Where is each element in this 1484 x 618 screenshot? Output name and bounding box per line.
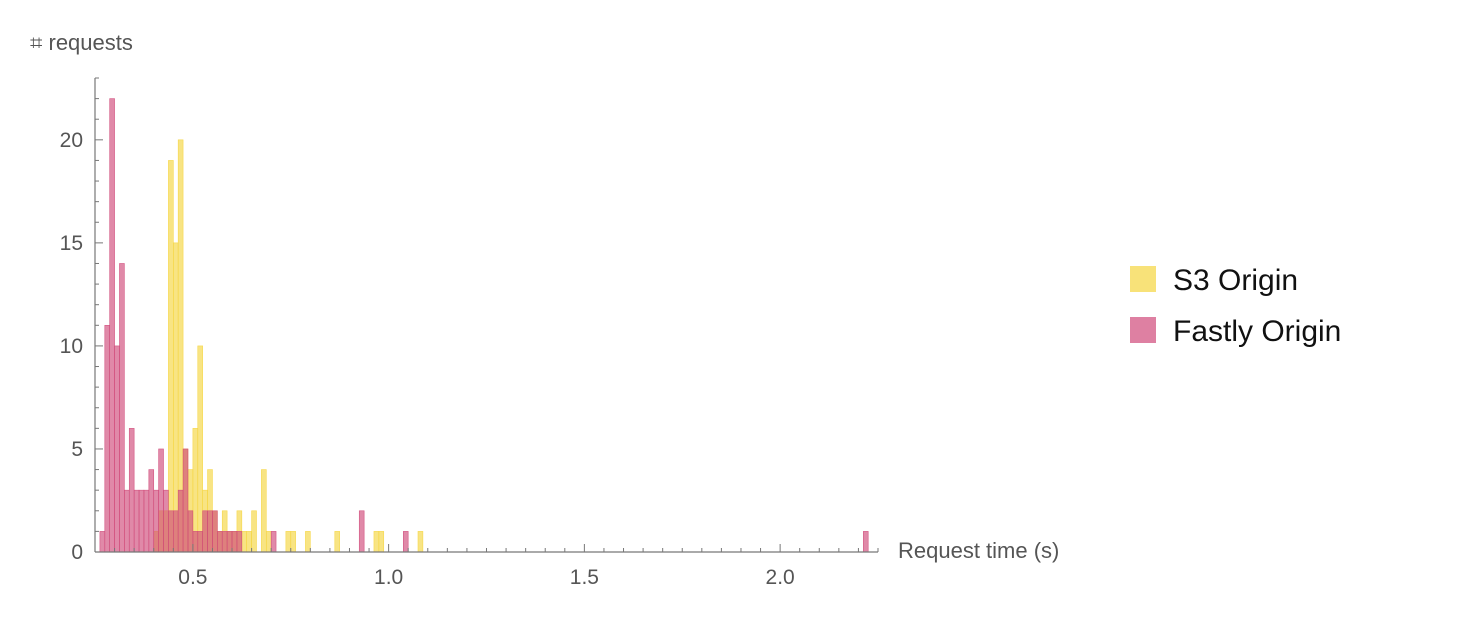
legend-label-s3-origin: S3 Origin bbox=[1173, 264, 1298, 297]
bar-fastly-origin-7 bbox=[133, 489, 140, 553]
bar-fastly-origin-6 bbox=[128, 428, 135, 553]
bar-s3-origin-29 bbox=[417, 531, 424, 553]
bar-s3-origin-20 bbox=[251, 510, 257, 553]
bar-fastly-origin-9 bbox=[143, 489, 150, 553]
legend: S3 Origin Fastly Origin bbox=[1130, 264, 1341, 348]
bar-fastly-origin-4 bbox=[119, 263, 125, 553]
series-fastly-origin bbox=[99, 98, 869, 553]
x-tick-label: 1.5 bbox=[570, 566, 599, 589]
x-axis-ticks: 0.5 1.0 1.5 2.0 bbox=[94, 544, 879, 589]
bar-s3-origin-25 bbox=[305, 531, 311, 553]
bar-fastly-origin-28 bbox=[236, 531, 243, 553]
legend-label-fastly-origin: Fastly Origin bbox=[1173, 315, 1341, 348]
bar-fastly-origin-8 bbox=[138, 489, 145, 553]
y-axis-ticks: 0 5 10 15 20 bbox=[60, 77, 103, 564]
bar-fastly-origin-21 bbox=[202, 510, 208, 553]
bar-s3-origin-9 bbox=[197, 345, 203, 553]
bar-fastly-origin-12 bbox=[158, 448, 164, 553]
bar-fastly-origin-31 bbox=[403, 531, 409, 553]
x-tick-label: 2.0 bbox=[766, 566, 795, 589]
series-s3-origin bbox=[153, 139, 424, 553]
bar-s3-origin-26 bbox=[334, 531, 340, 553]
bar-fastly-origin-23 bbox=[212, 510, 218, 553]
bar-fastly-origin-29 bbox=[270, 531, 277, 553]
bar-s3-origin-28 bbox=[378, 531, 385, 553]
bar-fastly-origin-24 bbox=[217, 531, 223, 553]
bar-s3-origin-22 bbox=[265, 531, 272, 553]
bar-fastly-origin-18 bbox=[187, 510, 194, 553]
bar-fastly-origin-3 bbox=[114, 345, 120, 553]
y-tick-label: 15 bbox=[60, 232, 83, 255]
bar-fastly-origin-2 bbox=[109, 98, 115, 553]
bar-fastly-origin-15 bbox=[173, 510, 179, 553]
x-axis-label: Request time (s) bbox=[898, 538, 1059, 563]
y-axis-label: ⌗ requests bbox=[30, 30, 133, 55]
bar-fastly-origin-20 bbox=[197, 531, 203, 553]
bar-fastly-origin-30 bbox=[358, 510, 365, 553]
x-tick-label: 0.5 bbox=[178, 566, 207, 589]
bar-fastly-origin-26 bbox=[226, 531, 233, 553]
bar-s3-origin-3 bbox=[168, 160, 174, 553]
bar-fastly-origin-25 bbox=[221, 531, 228, 553]
bar-fastly-origin-1 bbox=[104, 324, 110, 553]
bar-fastly-origin-0 bbox=[99, 531, 106, 553]
bar-s3-origin-4 bbox=[173, 242, 179, 553]
bar-fastly-origin-32 bbox=[863, 531, 869, 553]
bar-fastly-origin-13 bbox=[163, 489, 169, 553]
bar-s3-origin-23 bbox=[285, 531, 292, 553]
bar-fastly-origin-10 bbox=[148, 469, 155, 553]
y-tick-label: 20 bbox=[60, 129, 83, 152]
bar-s3-origin-19 bbox=[246, 531, 252, 553]
axes: 0.5 1.0 1.5 2.0 0 5 10 15 20 bbox=[60, 77, 879, 589]
y-tick-label: 10 bbox=[60, 335, 83, 358]
bar-s3-origin-18 bbox=[241, 531, 247, 553]
bar-fastly-origin-11 bbox=[153, 489, 159, 553]
legend-item-s3-origin: S3 Origin bbox=[1130, 264, 1298, 297]
legend-swatch-s3-origin bbox=[1130, 266, 1156, 292]
bar-s3-origin-21 bbox=[261, 469, 267, 553]
bar-fastly-origin-5 bbox=[124, 489, 130, 553]
bar-fastly-origin-14 bbox=[168, 510, 174, 553]
bar-s3-origin-24 bbox=[290, 531, 296, 553]
bar-fastly-origin-19 bbox=[192, 531, 199, 553]
y-tick-label: 5 bbox=[71, 438, 83, 461]
legend-item-fastly-origin: Fastly Origin bbox=[1130, 315, 1341, 348]
bar-fastly-origin-17 bbox=[182, 448, 189, 553]
bar-fastly-origin-22 bbox=[207, 510, 213, 553]
x-tick-label: 1.0 bbox=[374, 566, 403, 589]
y-tick-label: 0 bbox=[71, 541, 83, 564]
legend-swatch-fastly-origin bbox=[1130, 317, 1156, 343]
bar-fastly-origin-16 bbox=[177, 489, 184, 553]
bar-fastly-origin-27 bbox=[231, 531, 238, 553]
bar-s3-origin-27 bbox=[373, 531, 380, 553]
